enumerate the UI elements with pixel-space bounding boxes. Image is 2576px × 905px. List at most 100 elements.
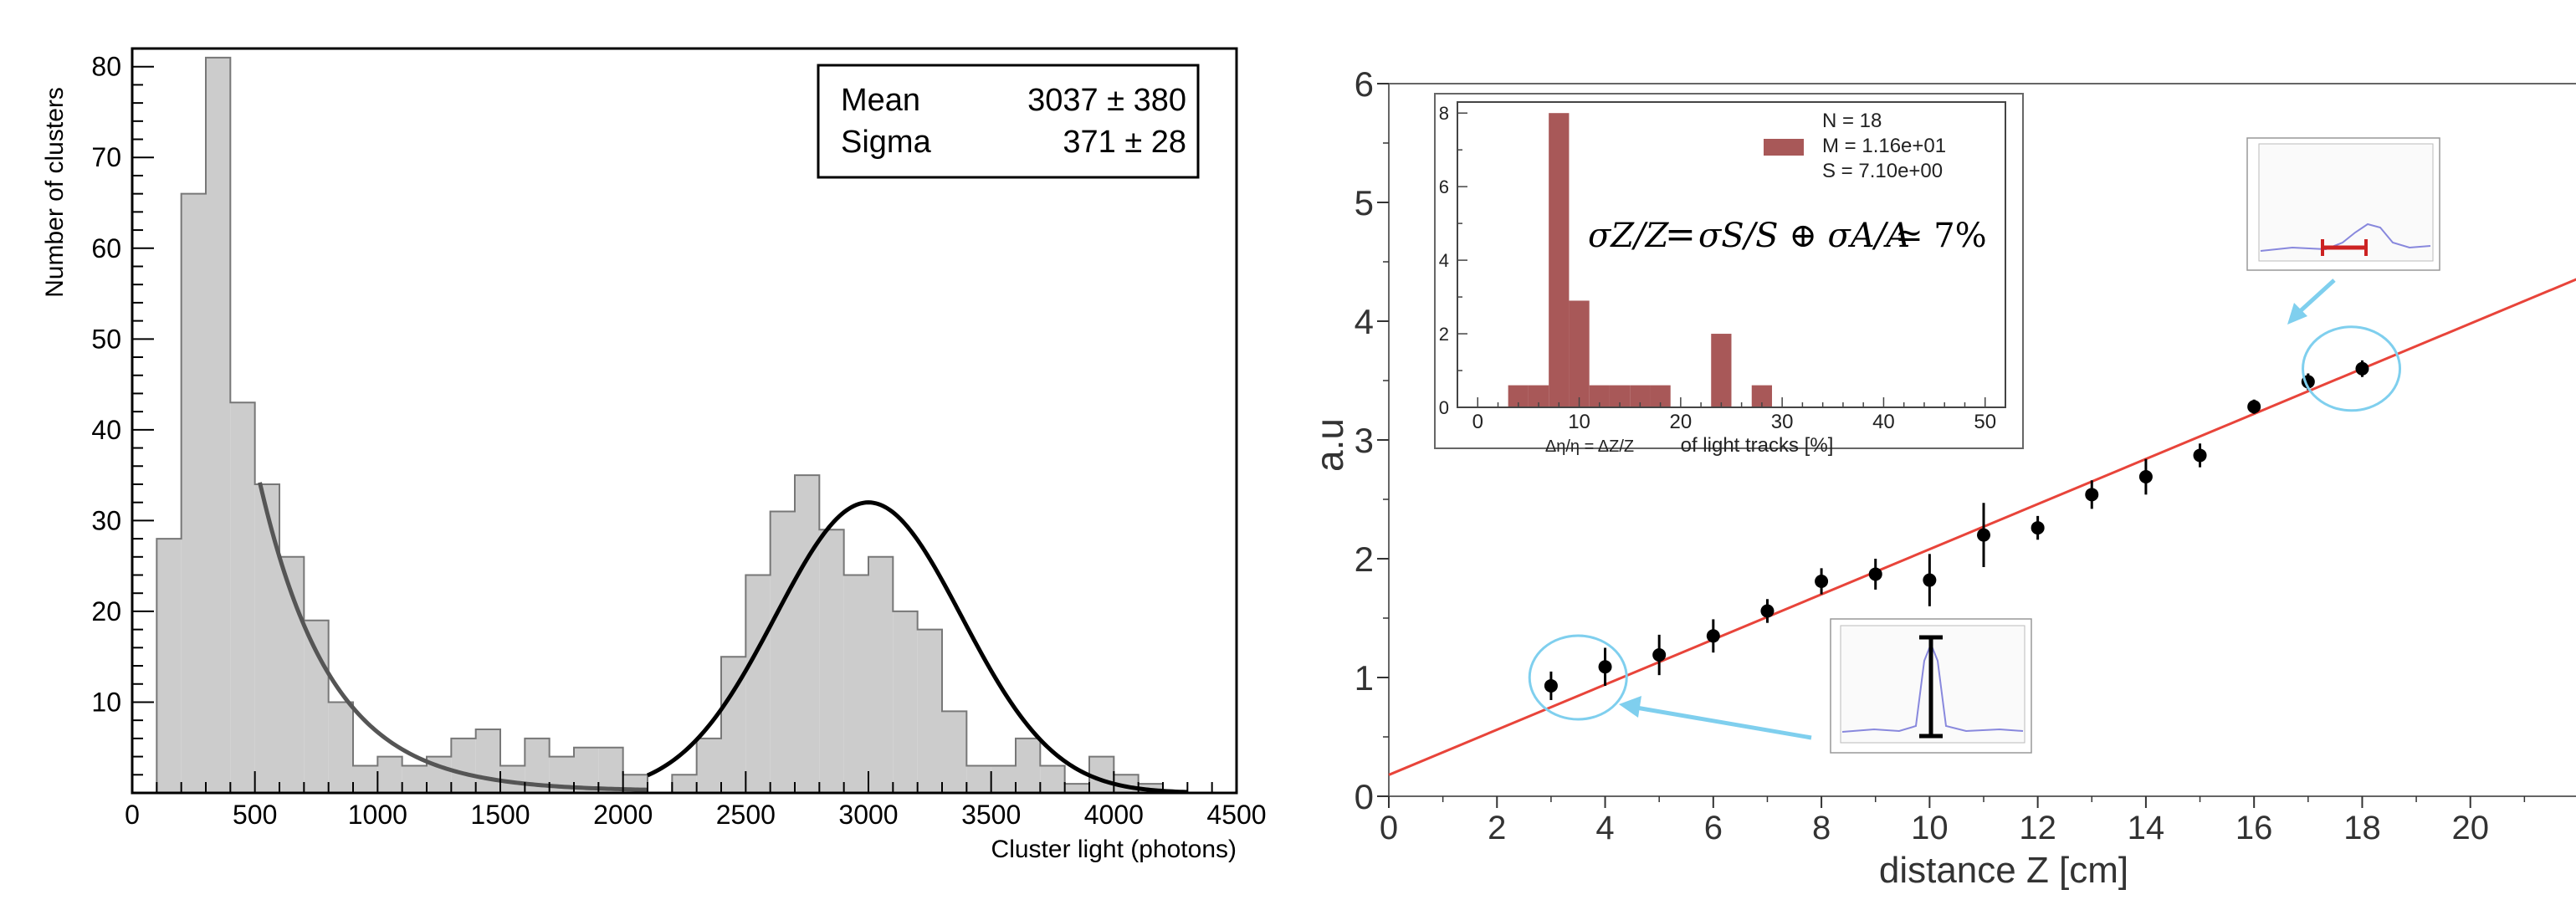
inset-y-tick-labels: 0 2 4 6 8 (1439, 103, 1449, 418)
inset-y-tick-label: 2 (1439, 324, 1449, 345)
x-tick-label: 20 (2451, 810, 2489, 846)
point-marker (1544, 678, 1558, 693)
right-x-tick-labels: 0 2 4 6 8 10 12 14 16 18 20 (1380, 810, 2489, 846)
right-y-axis-label: a.u (1308, 418, 1351, 472)
histogram-bar (156, 539, 182, 793)
right-x-axis-label: distance Z [cm] (1879, 850, 2128, 891)
x-tick-label: 10 (1911, 810, 1949, 846)
y-tick-label: 0 (1355, 777, 1374, 816)
arrow-bottom-shaft (1631, 704, 1812, 740)
data-point (1977, 503, 1990, 567)
y-tick-label: 50 (91, 324, 121, 354)
inset-x-tick-label: 40 (1872, 411, 1895, 433)
x-tick-label: 4000 (1084, 800, 1144, 830)
point-marker (1706, 629, 1720, 643)
x-tick-label: 1500 (470, 800, 530, 830)
stats-mean-label: Mean (841, 83, 920, 118)
point-marker (2085, 488, 2099, 502)
y-tick-label: 5 (1355, 183, 1374, 222)
x-tick-label: 2000 (593, 800, 653, 830)
inset-histogram: 0 10 20 30 40 50 0 2 4 6 8 Δη/η = ΔZ/Z of light t… (1434, 93, 2024, 457)
inset-thumbnail-right (2246, 137, 2440, 271)
formula-equals: = (1665, 213, 1696, 256)
left-axis-ticks (131, 48, 1237, 793)
histogram-bar (843, 575, 868, 793)
data-point (2031, 515, 2045, 540)
point-marker (2193, 448, 2207, 463)
annotation-arrows (1619, 279, 2336, 740)
arrow-right-head (2287, 303, 2307, 325)
histogram-bar (770, 511, 795, 793)
x-tick-label: 0 (125, 800, 140, 830)
y-tick-label: 10 (91, 687, 121, 717)
data-point (1544, 671, 1558, 700)
formula-lhs: σZ/Z (1588, 217, 1670, 255)
data-point (2085, 480, 2099, 509)
x-tick-label: 8 (1812, 810, 1831, 846)
left-x-tick-labels: 0 500 1000 1500 2000 2500 3000 3500 4000 4500 (125, 800, 1266, 830)
stats-sigma-value: 371 ± 28 (1063, 125, 1186, 160)
point-marker (1815, 574, 1829, 588)
histogram-bar (475, 729, 500, 793)
histogram-bar (1089, 756, 1114, 793)
histogram-bar (942, 711, 967, 793)
right-axis-ticks (1377, 83, 2526, 808)
left-x-axis-label: Cluster light (photons) (991, 836, 1237, 863)
histogram-bar (402, 765, 427, 793)
y-tick-label: 40 (91, 415, 121, 445)
thumbnail-right-signal (2260, 222, 2431, 252)
x-tick-label: 2 (1488, 810, 1506, 846)
inset-bar (1549, 113, 1570, 408)
left-histogram-bars (156, 56, 1188, 794)
highlight-ellipse (1528, 634, 1628, 721)
gaussian-fit-curve (646, 500, 1188, 795)
x-tick-label: 18 (2343, 810, 2381, 846)
y-tick-label: 20 (91, 596, 121, 626)
x-tick-label: 12 (2019, 810, 2056, 846)
left-y-tick-labels: 10 20 30 40 50 60 70 80 (91, 52, 121, 718)
point-marker (1760, 604, 1775, 618)
histogram-bar (745, 575, 771, 793)
left-histogram-chart: 0 500 1000 1500 2000 2500 3000 3500 4000 4500 10 2… (41, 47, 1267, 863)
point-marker (1652, 648, 1667, 662)
inset-x-tick-label: 10 (1568, 411, 1590, 433)
histogram-bar (181, 193, 206, 793)
x-tick-label: 3500 (961, 800, 1021, 830)
left-plot-frame (131, 47, 1238, 795)
x-tick-label: 16 (2235, 810, 2273, 846)
inset-plot-frame (1457, 101, 2006, 408)
inset-legend-s: S = 7.10e+00 (1822, 160, 1943, 182)
inset-legend-swatch (1764, 139, 1804, 156)
x-tick-label: 4500 (1206, 800, 1266, 830)
histogram-bar (696, 738, 721, 793)
histogram-bar (991, 765, 1016, 793)
y-tick-label: 1 (1355, 658, 1374, 698)
histogram-bar (328, 702, 353, 793)
x-tick-label: 14 (2128, 810, 2165, 846)
data-point (1598, 647, 1612, 686)
x-tick-label: 4 (1595, 810, 1614, 846)
data-point (1706, 619, 1720, 653)
inset-legend-m: M = 1.16e+01 (1822, 135, 1946, 157)
stats-box: Mean 3037 ± 380 Sigma 371 ± 28 (817, 64, 1200, 179)
inset-y-tick-label: 4 (1439, 250, 1449, 271)
data-point (1815, 568, 1829, 595)
histogram-bar (966, 765, 991, 793)
histogram-bar (206, 57, 231, 794)
point-marker (2031, 521, 2045, 535)
inset-y-tick-label: 6 (1439, 176, 1449, 197)
inset-axis-ticks (1457, 112, 1986, 408)
inset-x-tick-label: 30 (1771, 411, 1794, 433)
inset-y-tick-label: 8 (1439, 103, 1449, 124)
data-points (1544, 360, 2369, 700)
x-tick-label: 500 (233, 800, 277, 830)
y-tick-label: 80 (91, 52, 121, 82)
histogram-bar (868, 556, 894, 793)
inset-x-tick-labels: 0 10 20 30 40 50 (1472, 411, 1997, 433)
point-marker (2247, 400, 2261, 414)
right-y-tick-labels: 0 1 2 3 4 5 6 (1355, 64, 1374, 816)
x-tick-label: 1000 (348, 800, 407, 830)
histogram-bar (377, 756, 402, 793)
histogram-bar (1064, 784, 1089, 793)
